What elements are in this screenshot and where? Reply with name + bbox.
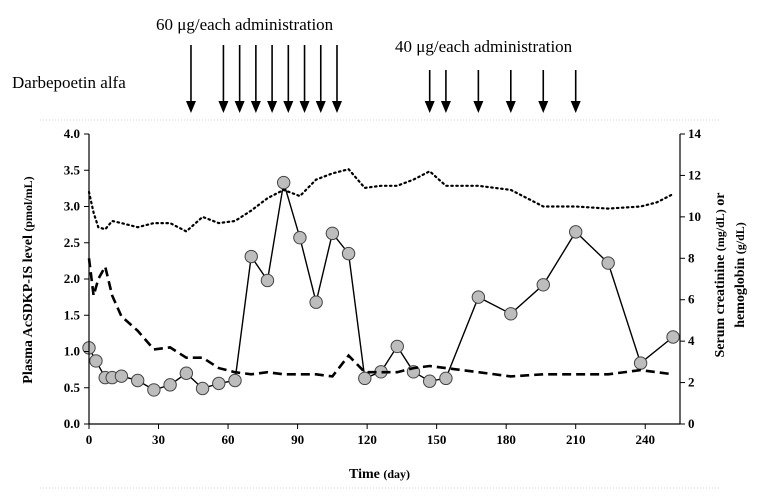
dose2-arrow-head [440, 101, 451, 113]
drug-label: Darbepoetin alfa [12, 73, 126, 92]
data-point [439, 371, 453, 386]
y-axis-right-label-1: Serum creatinine [713, 255, 728, 358]
y-axis-right-title-line2: hemoglobin (g/dL) [733, 222, 748, 328]
dose2-arrow-head [473, 101, 484, 113]
dose1-arrow-head [185, 101, 196, 113]
x-axis-title: Time (day) [349, 467, 410, 482]
series-dotted-line [87, 167, 675, 233]
y-axis-right-unit-1: (mg/dL) [713, 209, 727, 251]
data-point [260, 273, 275, 288]
x-tick-label: 60 [222, 432, 235, 447]
series-dashed-line [87, 258, 674, 378]
y-right-tick-label: 14 [688, 126, 702, 141]
data-point [276, 175, 291, 190]
y-axis-left-unit: (pmol/mL) [21, 176, 35, 231]
x-tick-label: 90 [291, 432, 304, 447]
dose2-label: 40 μg/each administration [395, 37, 573, 56]
y-axis-right-title-line1: Serum creatinine (mg/dL) or [713, 193, 728, 358]
y-left-tick-label: 3.0 [64, 199, 80, 214]
data-point [293, 230, 307, 245]
x-tick-label: 150 [427, 432, 447, 447]
data-point [163, 378, 177, 392]
data-point [666, 330, 680, 344]
dose1-arrow-head [331, 101, 342, 113]
y-left-tick-label: 0.5 [64, 380, 81, 395]
data-point [147, 383, 161, 397]
data-point [341, 246, 356, 261]
x-axis-label: Time [349, 467, 380, 482]
data-point [179, 366, 194, 380]
data-point [325, 226, 340, 241]
y-right-tick-label: 6 [688, 292, 695, 307]
dose1-arrow-head [315, 101, 326, 113]
y-right-tick-label: 12 [688, 167, 701, 182]
data-point [422, 374, 437, 388]
data-point [633, 356, 648, 370]
y-left-tick-label: 1.0 [64, 344, 80, 359]
data-point [309, 295, 323, 309]
data-point [536, 278, 550, 292]
dose2-arrow-head [538, 101, 549, 113]
dose1-arrow-head [267, 101, 278, 113]
x-tick-label: 240 [635, 432, 655, 447]
y-axis-right-unit-2: (g/dL) [733, 222, 747, 254]
dose1-arrow-head [218, 101, 229, 113]
y-axis-left-label: Plasma AcSDKP-IS level [21, 235, 36, 384]
data-point [89, 354, 103, 368]
data-point [228, 373, 242, 388]
x-tick-label: 180 [496, 432, 516, 447]
data-point [358, 371, 372, 386]
data-point [212, 376, 226, 391]
data-point [601, 256, 615, 270]
y-left-tick-label: 0.0 [64, 416, 80, 431]
data-point [569, 225, 583, 239]
y-axis-right-or: or [713, 193, 728, 206]
x-tick-label: 30 [152, 432, 165, 447]
data-point [244, 249, 258, 264]
x-axis-unit: (day) [383, 467, 410, 481]
series-solid-circles-line [88, 182, 674, 391]
y-left-tick-label: 4.0 [64, 126, 80, 141]
dose1-arrow-head [250, 101, 261, 113]
y-right-tick-label: 4 [688, 333, 695, 348]
data-point [390, 339, 404, 354]
dose2-arrow-head [505, 101, 516, 113]
x-tick-label: 120 [357, 432, 377, 447]
y-left-tick-label: 3.5 [64, 162, 81, 177]
y-right-tick-label: 2 [688, 375, 695, 390]
dose2-arrow-head [570, 101, 581, 113]
data-point [195, 381, 210, 396]
y-axis-left-title: Plasma AcSDKP-IS level (pmol/mL) [21, 176, 36, 383]
data-point [130, 373, 145, 388]
y-right-tick-label: 8 [688, 250, 695, 265]
data-point [504, 307, 518, 321]
data-point [114, 369, 129, 383]
y-axis-right-label-2: hemoglobin [733, 258, 748, 328]
y-left-tick-label: 2.0 [64, 271, 80, 286]
dose2-arrow-head [424, 101, 435, 113]
dose1-arrow-head [234, 101, 245, 113]
x-tick-label: 210 [566, 432, 586, 447]
data-point [471, 290, 486, 304]
y-left-tick-label: 1.5 [64, 307, 81, 322]
dose1-label: 60 μg/each administration [156, 15, 334, 34]
dose1-arrow-head [283, 101, 294, 113]
x-tick-label: 0 [86, 432, 93, 447]
y-left-tick-label: 2.5 [64, 235, 81, 250]
y-right-tick-label: 0 [688, 416, 695, 431]
dose1-arrow-head [299, 101, 310, 113]
y-right-tick-label: 10 [688, 209, 701, 224]
